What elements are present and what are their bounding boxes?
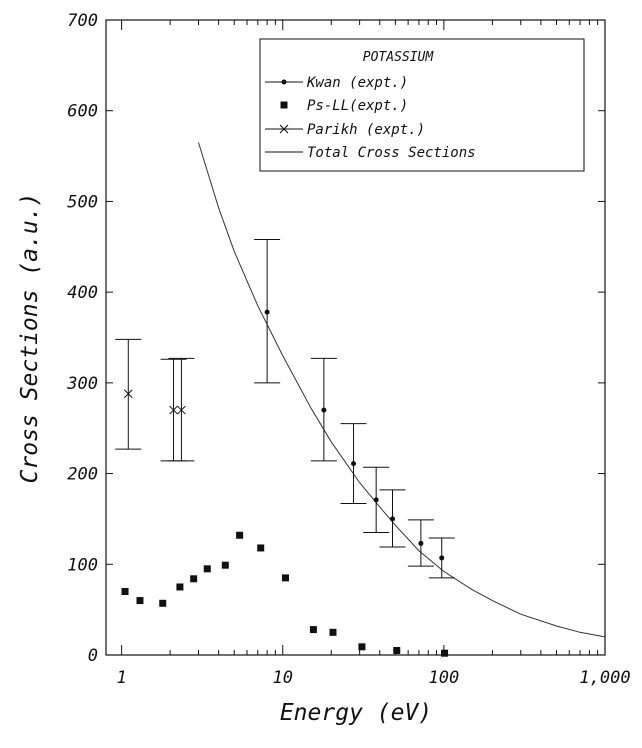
x-tick-label: 1,000 <box>579 668 630 688</box>
ps-ll-point <box>159 599 167 607</box>
ps-ll-point <box>203 565 211 573</box>
total-cross-sections-curve <box>198 142 606 638</box>
ps-ll-point <box>358 643 366 651</box>
y-tick-label: 200 <box>67 465 98 485</box>
x-axis: 1 10 100 1,000 <box>116 20 631 688</box>
error-bars <box>115 239 455 579</box>
legend-parikh-marker <box>279 124 289 134</box>
y-axis: 0 100 200 300 400 500 600 700 <box>66 11 605 666</box>
legend-title: POTASSIUM <box>363 50 435 65</box>
legend-kwan-marker <box>281 79 287 85</box>
y-tick-label: 600 <box>67 102 98 122</box>
plot-frame <box>105 19 606 656</box>
ps-ll-point <box>441 649 449 657</box>
ps-ll-point <box>281 574 289 582</box>
kwan-point <box>351 461 357 467</box>
y-tick-label: 400 <box>67 283 98 303</box>
ps-ll-point <box>257 544 265 552</box>
ps-ll-point <box>136 597 144 605</box>
x-tick-label: 1 <box>116 668 126 688</box>
y-tick-label: 700 <box>67 11 98 31</box>
y-tick-label: 0 <box>88 646 98 666</box>
y-tick-label: 300 <box>66 374 98 394</box>
total-cross-sections-line <box>198 142 606 638</box>
parikh-point <box>169 405 178 415</box>
y-tick-label: 100 <box>67 555 98 575</box>
legend-entry-parikh: Parikh (expt.) <box>307 122 425 138</box>
kwan-point <box>390 516 396 522</box>
parikh-point <box>177 405 186 415</box>
legend: POTASSIUM Kwan (expt.) Ps-LL(expt.) Pari… <box>259 38 585 172</box>
ps-ll-point <box>393 646 401 654</box>
legend-entry-psll: Ps-LL(expt.) <box>307 98 408 114</box>
y-axis-title: Cross Sections (a.u.) <box>17 193 43 484</box>
x-axis-title: Energy (eV) <box>280 700 432 726</box>
ps-ll-point <box>176 583 184 591</box>
x-tick-label: 100 <box>429 668 460 688</box>
legend-psll-marker <box>280 101 288 109</box>
x-tick-label: 10 <box>273 668 293 688</box>
y-tick-label: 500 <box>67 192 98 212</box>
ps-ll-point <box>329 628 337 636</box>
ps-ll-point <box>309 626 317 634</box>
kwan-point <box>439 555 445 561</box>
kwan-point <box>321 407 327 413</box>
ps-ll-point <box>236 531 244 539</box>
kwan-point <box>418 540 424 546</box>
ps-ll-point <box>121 588 129 595</box>
kwan-point <box>373 497 379 503</box>
data-markers <box>121 309 449 657</box>
ps-ll-point <box>221 561 229 569</box>
ps-ll-point <box>190 575 198 583</box>
parikh-point <box>123 389 133 399</box>
legend-box <box>259 38 585 172</box>
kwan-point <box>264 309 270 315</box>
legend-entry-total: Total Cross Sections <box>307 145 476 161</box>
legend-entry-kwan: Kwan (expt.) <box>306 75 408 91</box>
